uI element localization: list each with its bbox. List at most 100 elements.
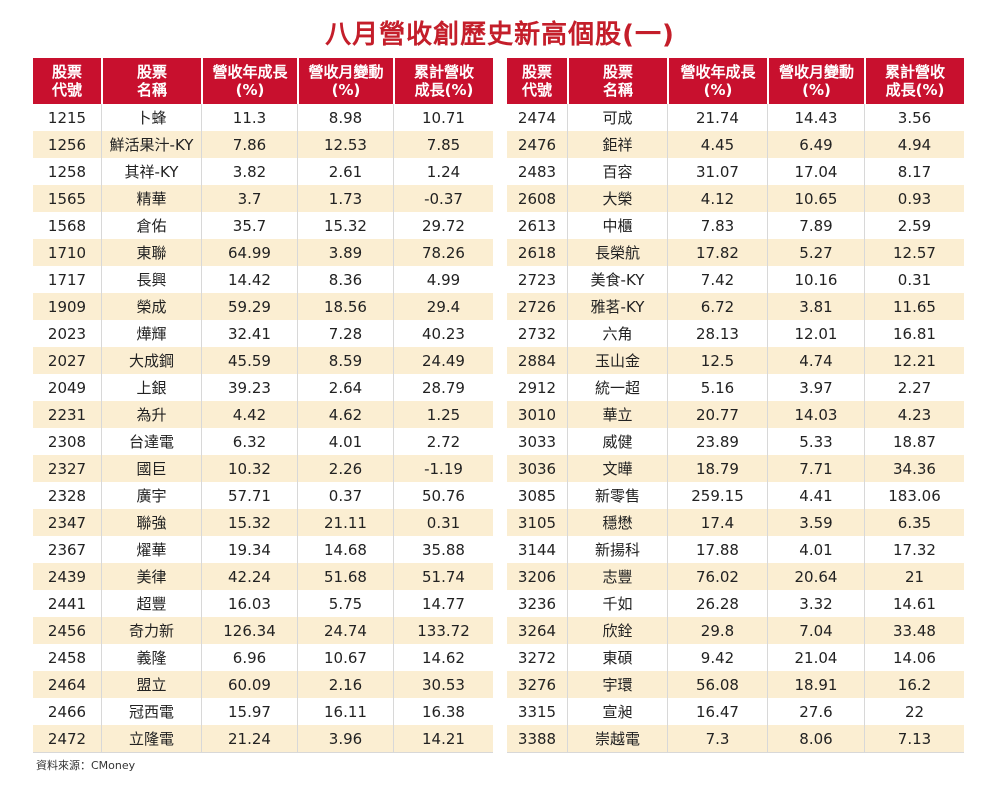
table-row: 2439 美律 42.24 51.68 51.74 bbox=[33, 563, 493, 590]
table-row: 2723 美食-KY 7.42 10.16 0.31 bbox=[507, 266, 964, 293]
yoy-growth-cell: 6.72 bbox=[667, 293, 767, 320]
cumulative-growth-cell: 12.21 bbox=[864, 347, 964, 374]
stock-code-cell: 2608 bbox=[507, 185, 567, 212]
page-title: 八月營收創歷史新高個股(一) bbox=[325, 20, 675, 50]
yoy-growth-cell: 60.09 bbox=[201, 671, 297, 698]
yoy-growth-cell: 6.96 bbox=[201, 644, 297, 671]
stock-name-cell: 長榮航 bbox=[567, 239, 667, 266]
header-stock-code: 股票 代號 bbox=[507, 58, 567, 104]
stock-code-cell: 2456 bbox=[33, 617, 101, 644]
stock-table-left: 股票 代號 股票 名稱 營收年成長 (%) 營收月變動 (%) 累計營收 成長(%) 12… bbox=[33, 58, 493, 753]
yoy-growth-cell: 35.7 bbox=[201, 212, 297, 239]
stock-name-cell: 卜蜂 bbox=[101, 104, 201, 131]
yoy-growth-cell: 11.3 bbox=[201, 104, 297, 131]
cumulative-growth-cell: 3.56 bbox=[864, 104, 964, 131]
table-row: 2474 可成 21.74 14.43 3.56 bbox=[507, 104, 964, 131]
mom-change-cell: 21.04 bbox=[767, 644, 864, 671]
stock-name-cell: 聯強 bbox=[101, 509, 201, 536]
mom-change-cell: 3.97 bbox=[767, 374, 864, 401]
stock-name-cell: 盟立 bbox=[101, 671, 201, 698]
cumulative-growth-cell: 4.23 bbox=[864, 401, 964, 428]
stock-code-cell: 2327 bbox=[33, 455, 101, 482]
yoy-growth-cell: 7.42 bbox=[667, 266, 767, 293]
stock-code-cell: 2458 bbox=[33, 644, 101, 671]
stock-name-cell: 台達電 bbox=[101, 428, 201, 455]
mom-change-cell: 2.26 bbox=[297, 455, 393, 482]
table-row: 3264 欣銓 29.8 7.04 33.48 bbox=[507, 617, 964, 644]
mom-change-cell: 10.16 bbox=[767, 266, 864, 293]
stock-code-cell: 2732 bbox=[507, 320, 567, 347]
mom-change-cell: 2.61 bbox=[297, 158, 393, 185]
header-yoy-growth: 營收年成長 (%) bbox=[201, 58, 297, 104]
cumulative-growth-cell: 7.85 bbox=[393, 131, 493, 158]
stock-code-cell: 2439 bbox=[33, 563, 101, 590]
mom-change-cell: 5.27 bbox=[767, 239, 864, 266]
stock-code-cell: 3144 bbox=[507, 536, 567, 563]
yoy-growth-cell: 45.59 bbox=[201, 347, 297, 374]
table-row: 1909 榮成 59.29 18.56 29.4 bbox=[33, 293, 493, 320]
table-row: 2464 盟立 60.09 2.16 30.53 bbox=[33, 671, 493, 698]
table-row: 2608 大榮 4.12 10.65 0.93 bbox=[507, 185, 964, 212]
yoy-growth-cell: 14.42 bbox=[201, 266, 297, 293]
table-row: 2027 大成鋼 45.59 8.59 24.49 bbox=[33, 347, 493, 374]
cumulative-growth-cell: 183.06 bbox=[864, 482, 964, 509]
table-row: 3033 威健 23.89 5.33 18.87 bbox=[507, 428, 964, 455]
stock-name-cell: 美律 bbox=[101, 563, 201, 590]
stock-name-cell: 宇環 bbox=[567, 671, 667, 698]
yoy-growth-cell: 32.41 bbox=[201, 320, 297, 347]
stock-code-cell: 1717 bbox=[33, 266, 101, 293]
mom-change-cell: 3.89 bbox=[297, 239, 393, 266]
header-cumulative-growth: 累計營收 成長(%) bbox=[393, 58, 493, 104]
mom-change-cell: 4.41 bbox=[767, 482, 864, 509]
mom-change-cell: 4.62 bbox=[297, 401, 393, 428]
cumulative-growth-cell: 35.88 bbox=[393, 536, 493, 563]
mom-change-cell: 7.89 bbox=[767, 212, 864, 239]
table-header-row: 股票 代號 股票 名稱 營收年成長 (%) 營收月變動 (%) 累計營收 成長(%) bbox=[33, 58, 493, 104]
stock-code-cell: 2884 bbox=[507, 347, 567, 374]
stock-code-cell: 2231 bbox=[33, 401, 101, 428]
stock-code-cell: 3036 bbox=[507, 455, 567, 482]
right-table-body: 2474 可成 21.74 14.43 3.56 2476 鉅祥 4.45 6.49 4.94 24… bbox=[507, 104, 964, 753]
stock-code-cell: 2474 bbox=[507, 104, 567, 131]
stock-code-cell: 2328 bbox=[33, 482, 101, 509]
header-mom-change: 營收月變動 (%) bbox=[297, 58, 393, 104]
stock-name-cell: 玉山金 bbox=[567, 347, 667, 374]
yoy-growth-cell: 17.82 bbox=[667, 239, 767, 266]
yoy-growth-cell: 29.8 bbox=[667, 617, 767, 644]
table-row: 2912 統一超 5.16 3.97 2.27 bbox=[507, 374, 964, 401]
yoy-growth-cell: 3.7 bbox=[201, 185, 297, 212]
mom-change-cell: 14.03 bbox=[767, 401, 864, 428]
yoy-growth-cell: 42.24 bbox=[201, 563, 297, 590]
yoy-growth-cell: 5.16 bbox=[667, 374, 767, 401]
yoy-growth-cell: 16.47 bbox=[667, 698, 767, 725]
table-row: 1710 東聯 64.99 3.89 78.26 bbox=[33, 239, 493, 266]
stock-name-cell: 中櫃 bbox=[567, 212, 667, 239]
yoy-growth-cell: 126.34 bbox=[201, 617, 297, 644]
cumulative-growth-cell: 4.94 bbox=[864, 131, 964, 158]
cumulative-growth-cell: 2.72 bbox=[393, 428, 493, 455]
yoy-growth-cell: 26.28 bbox=[667, 590, 767, 617]
cumulative-growth-cell: 50.76 bbox=[393, 482, 493, 509]
stock-code-cell: 3264 bbox=[507, 617, 567, 644]
mom-change-cell: 7.04 bbox=[767, 617, 864, 644]
stock-code-cell: 2613 bbox=[507, 212, 567, 239]
table-row: 2732 六角 28.13 12.01 16.81 bbox=[507, 320, 964, 347]
yoy-growth-cell: 28.13 bbox=[667, 320, 767, 347]
mom-change-cell: 3.96 bbox=[297, 725, 393, 753]
mom-change-cell: 8.36 bbox=[297, 266, 393, 293]
cumulative-growth-cell: 78.26 bbox=[393, 239, 493, 266]
stock-name-cell: 廣宇 bbox=[101, 482, 201, 509]
table-row: 1568 倉佑 35.7 15.32 29.72 bbox=[33, 212, 493, 239]
stock-code-cell: 1258 bbox=[33, 158, 101, 185]
yoy-growth-cell: 21.74 bbox=[667, 104, 767, 131]
stock-name-cell: 威健 bbox=[567, 428, 667, 455]
stock-name-cell: 百容 bbox=[567, 158, 667, 185]
stock-name-cell: 雅茗-KY bbox=[567, 293, 667, 320]
table-row: 2613 中櫃 7.83 7.89 2.59 bbox=[507, 212, 964, 239]
mom-change-cell: 5.75 bbox=[297, 590, 393, 617]
stock-code-cell: 3010 bbox=[507, 401, 567, 428]
mom-change-cell: 3.81 bbox=[767, 293, 864, 320]
stock-name-cell: 鮮活果汁-KY bbox=[101, 131, 201, 158]
table-row: 1256 鮮活果汁-KY 7.86 12.53 7.85 bbox=[33, 131, 493, 158]
mom-change-cell: 10.67 bbox=[297, 644, 393, 671]
